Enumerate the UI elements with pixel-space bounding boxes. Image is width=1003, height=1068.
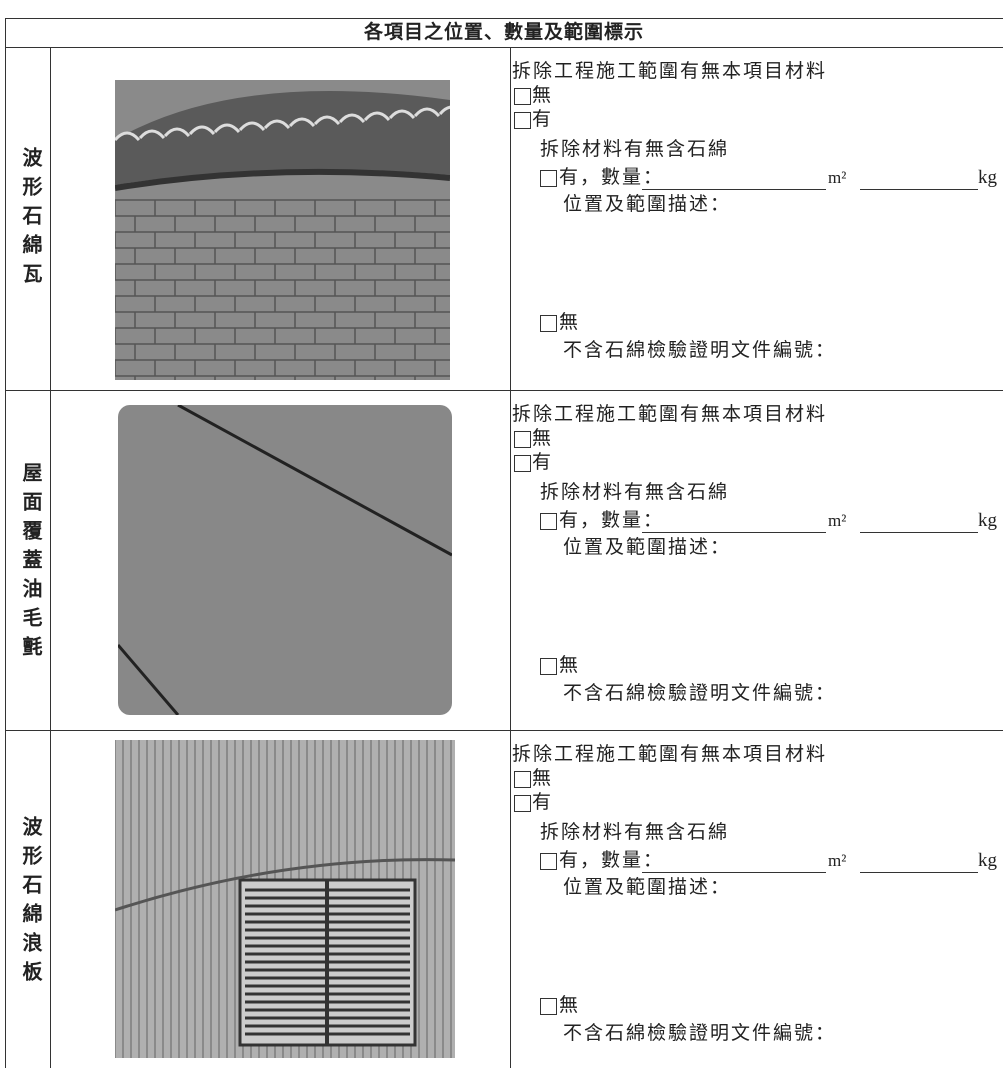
checkbox (514, 431, 531, 448)
blank-line (642, 189, 826, 190)
certificate: 不含石綿檢驗證明文件編號： (563, 1023, 837, 1044)
border (510, 390, 511, 730)
checkbox (540, 998, 557, 1015)
row-label: 屋面覆蓋油毛氈 (19, 462, 43, 665)
question: 拆除工程施工範圍有無本項目材料 (512, 61, 828, 82)
unit-area: m² (828, 851, 847, 870)
border (5, 18, 1003, 19)
blank-line (860, 532, 978, 533)
row-label: 波形石綿瓦 (19, 147, 43, 292)
border (5, 390, 1003, 391)
photo (115, 740, 455, 1058)
asbestos-yes: 有，數量： (559, 850, 665, 871)
blank-line (642, 532, 826, 533)
location: 位置及範圍描述： (563, 537, 732, 558)
unit-weight: kg (978, 510, 997, 531)
location: 位置及範圍描述： (563, 877, 732, 898)
border (5, 18, 6, 1068)
border (5, 47, 1003, 48)
asbestos-no: 無 (559, 655, 581, 676)
certificate: 不含石綿檢驗證明文件編號： (563, 683, 837, 704)
table-title: 各項目之位置、數量及範圍標示 (363, 22, 644, 43)
asbestos-no: 無 (559, 995, 581, 1016)
blank-line (860, 189, 978, 190)
border (50, 47, 51, 390)
border (510, 730, 511, 1068)
checkbox (540, 658, 557, 675)
checkbox (514, 771, 531, 788)
checkbox (514, 112, 531, 129)
asbestos-question: 拆除材料有無含石綿 (540, 482, 730, 503)
asbestos-yes: 有，數量： (559, 167, 665, 188)
checkbox (540, 513, 557, 530)
asbestos-question: 拆除材料有無含石綿 (540, 139, 730, 160)
border (5, 730, 1003, 731)
checkbox (514, 795, 531, 812)
checkbox (540, 315, 557, 332)
asbestos-no: 無 (559, 312, 581, 333)
location: 位置及範圍描述： (563, 194, 732, 215)
asbestos-yes: 有，數量： (559, 510, 665, 531)
option-yes: 有 (532, 792, 554, 813)
checkbox (540, 170, 557, 187)
blank-line (642, 872, 826, 873)
unit-area: m² (828, 168, 847, 187)
option-no: 無 (532, 768, 554, 789)
unit-area: m² (828, 511, 847, 530)
blank-line (860, 872, 978, 873)
question: 拆除工程施工範圍有無本項目材料 (512, 404, 828, 425)
border (50, 390, 51, 730)
border (510, 47, 511, 390)
row-label: 波形石綿浪板 (19, 816, 43, 990)
option-no: 無 (532, 428, 554, 449)
checkbox (540, 853, 557, 870)
option-no: 無 (532, 85, 554, 106)
unit-weight: kg (978, 850, 997, 871)
border (50, 730, 51, 1068)
asbestos-question: 拆除材料有無含石綿 (540, 822, 730, 843)
option-yes: 有 (532, 452, 554, 473)
question: 拆除工程施工範圍有無本項目材料 (512, 744, 828, 765)
certificate: 不含石綿檢驗證明文件編號： (563, 340, 837, 361)
option-yes: 有 (532, 109, 554, 130)
checkbox (514, 88, 531, 105)
checkbox (514, 455, 531, 472)
photo (115, 80, 450, 380)
photo (118, 405, 452, 715)
unit-weight: kg (978, 167, 997, 188)
